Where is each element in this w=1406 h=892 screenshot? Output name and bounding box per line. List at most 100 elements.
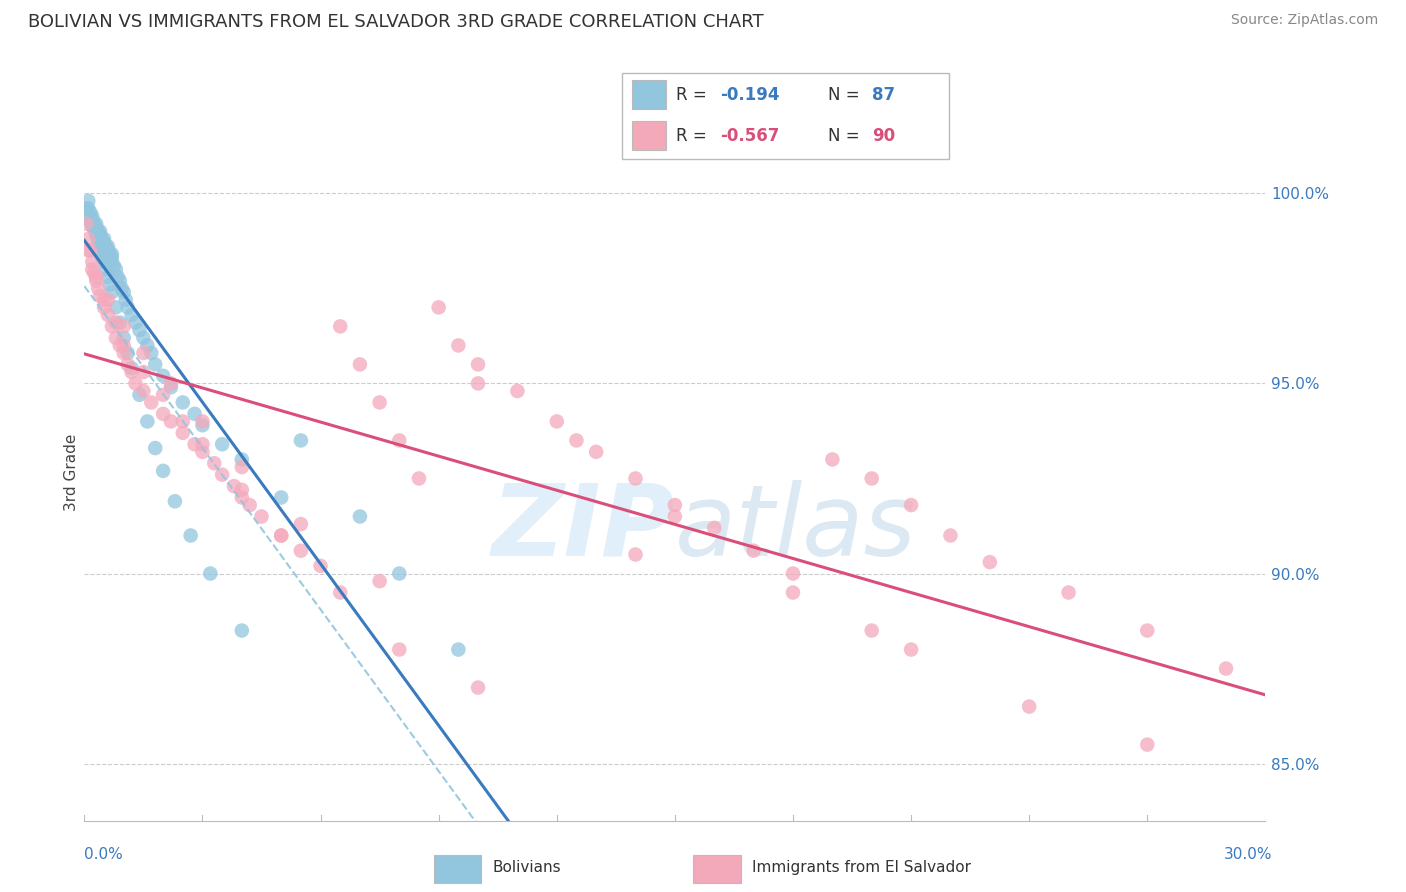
Point — [427, 301, 450, 315]
FancyBboxPatch shape — [621, 73, 949, 159]
Point — [447, 338, 470, 352]
Point — [290, 543, 312, 558]
Point — [89, 232, 111, 246]
Text: Bolivians: Bolivians — [492, 860, 561, 875]
Text: Immigrants from El Salvador: Immigrants from El Salvador — [752, 860, 972, 875]
Point — [93, 301, 115, 315]
Point — [624, 471, 647, 485]
Point — [152, 464, 174, 478]
Point — [231, 460, 253, 475]
Point — [90, 235, 112, 250]
FancyBboxPatch shape — [633, 121, 666, 150]
Point — [86, 228, 108, 243]
FancyBboxPatch shape — [433, 855, 481, 883]
Point — [860, 471, 883, 485]
Point — [222, 479, 245, 493]
Point — [98, 247, 121, 261]
Point — [83, 220, 105, 235]
Point — [191, 414, 214, 428]
Text: 90: 90 — [872, 127, 894, 145]
Point — [100, 254, 122, 268]
Point — [117, 358, 139, 372]
Point — [80, 217, 103, 231]
Point — [91, 239, 114, 253]
Point — [97, 251, 120, 265]
Point — [108, 274, 131, 288]
Point — [77, 202, 100, 216]
Point — [82, 262, 104, 277]
Point — [93, 235, 115, 250]
Point — [860, 624, 883, 638]
Text: ZIP: ZIP — [492, 480, 675, 577]
Point — [84, 220, 107, 235]
Point — [112, 346, 135, 360]
Point — [108, 338, 131, 352]
Point — [124, 376, 146, 391]
Point — [408, 471, 430, 485]
Point — [565, 434, 588, 448]
Point — [104, 262, 127, 277]
Point — [900, 498, 922, 512]
Text: -0.194: -0.194 — [720, 86, 779, 103]
Point — [112, 285, 135, 300]
Point — [546, 414, 568, 428]
Point — [91, 251, 114, 265]
Point — [121, 308, 143, 322]
Point — [114, 293, 136, 307]
Point — [104, 331, 127, 345]
Point — [172, 425, 194, 440]
Point — [107, 269, 129, 284]
Text: BOLIVIAN VS IMMIGRANTS FROM EL SALVADOR 3RD GRADE CORRELATION CHART: BOLIVIAN VS IMMIGRANTS FROM EL SALVADOR … — [28, 13, 763, 31]
Point — [211, 437, 233, 451]
Point — [124, 316, 146, 330]
Point — [290, 517, 312, 532]
Point — [84, 228, 107, 243]
Point — [467, 681, 489, 695]
Point — [143, 358, 166, 372]
FancyBboxPatch shape — [693, 855, 741, 883]
Point — [121, 361, 143, 376]
Point — [117, 346, 139, 360]
Text: N =: N = — [828, 127, 865, 145]
Point — [121, 365, 143, 379]
Point — [290, 434, 312, 448]
Y-axis label: 3rd Grade: 3rd Grade — [63, 434, 79, 511]
Point — [1136, 624, 1159, 638]
Point — [79, 244, 101, 258]
Point — [388, 434, 411, 448]
Point — [84, 217, 107, 231]
Point — [368, 395, 391, 409]
Point — [782, 585, 804, 599]
Point — [183, 407, 205, 421]
Point — [939, 528, 962, 542]
Point — [89, 228, 111, 243]
Point — [77, 244, 100, 258]
Point — [202, 456, 225, 470]
Point — [172, 414, 194, 428]
Point — [128, 388, 150, 402]
Point — [82, 254, 104, 268]
Point — [506, 384, 529, 398]
Point — [136, 338, 159, 352]
Point — [101, 247, 124, 261]
Point — [742, 543, 765, 558]
Point — [172, 395, 194, 409]
Point — [143, 441, 166, 455]
Point — [77, 232, 100, 246]
Point — [231, 624, 253, 638]
Point — [83, 217, 105, 231]
Point — [111, 281, 134, 295]
Text: R =: R = — [676, 127, 711, 145]
Point — [101, 251, 124, 265]
Text: 0.0%: 0.0% — [84, 847, 124, 863]
Point — [128, 323, 150, 337]
Point — [152, 407, 174, 421]
Point — [624, 548, 647, 562]
Point — [84, 274, 107, 288]
Point — [132, 346, 155, 360]
Text: N =: N = — [828, 86, 865, 103]
Point — [664, 498, 686, 512]
Point — [112, 319, 135, 334]
Point — [191, 437, 214, 451]
Point — [93, 232, 115, 246]
